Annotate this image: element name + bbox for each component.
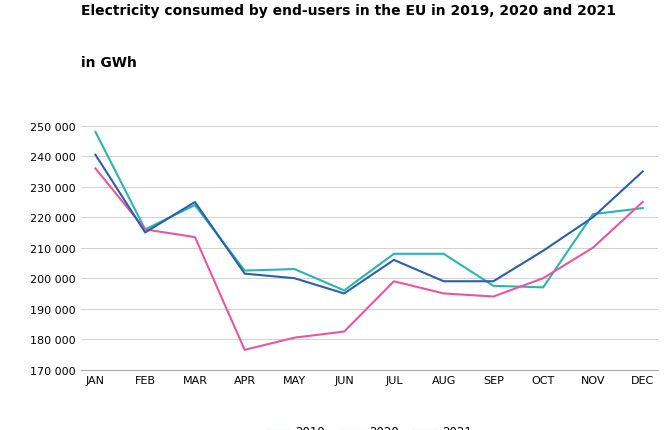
2019	[390, 252, 398, 257]
2021	[440, 279, 448, 284]
2020	[340, 329, 348, 335]
2019	[589, 212, 597, 217]
2020	[639, 200, 647, 205]
2020	[539, 276, 547, 281]
2021	[390, 258, 398, 263]
2021	[91, 153, 99, 158]
2021	[141, 230, 149, 236]
2020	[489, 294, 497, 299]
2021	[340, 291, 348, 296]
2020	[91, 166, 99, 172]
2020	[440, 291, 448, 296]
2021	[489, 279, 497, 284]
2021	[639, 169, 647, 175]
Text: in GWh: in GWh	[81, 56, 136, 70]
2020	[191, 235, 199, 240]
2021	[241, 271, 249, 276]
2020	[291, 335, 299, 341]
Text: Electricity consumed by end-users in the EU in 2019, 2020 and 2021: Electricity consumed by end-users in the…	[81, 4, 615, 18]
2020	[589, 246, 597, 251]
2021	[589, 215, 597, 220]
2019	[639, 206, 647, 211]
2021	[191, 200, 199, 205]
2019	[91, 130, 99, 135]
2019	[489, 283, 497, 289]
2019	[291, 267, 299, 272]
2019	[340, 288, 348, 293]
2020	[241, 347, 249, 353]
2019	[141, 227, 149, 233]
Line: 2019: 2019	[95, 132, 643, 291]
2019	[241, 268, 249, 273]
2020	[141, 227, 149, 233]
2021	[291, 276, 299, 281]
2019	[440, 252, 448, 257]
2021	[539, 249, 547, 254]
2019	[191, 203, 199, 208]
Line: 2020: 2020	[95, 169, 643, 350]
2019	[539, 285, 547, 290]
2020	[390, 279, 398, 284]
Legend: 2019, 2020, 2021: 2019, 2020, 2021	[261, 421, 477, 430]
Line: 2021: 2021	[95, 155, 643, 294]
